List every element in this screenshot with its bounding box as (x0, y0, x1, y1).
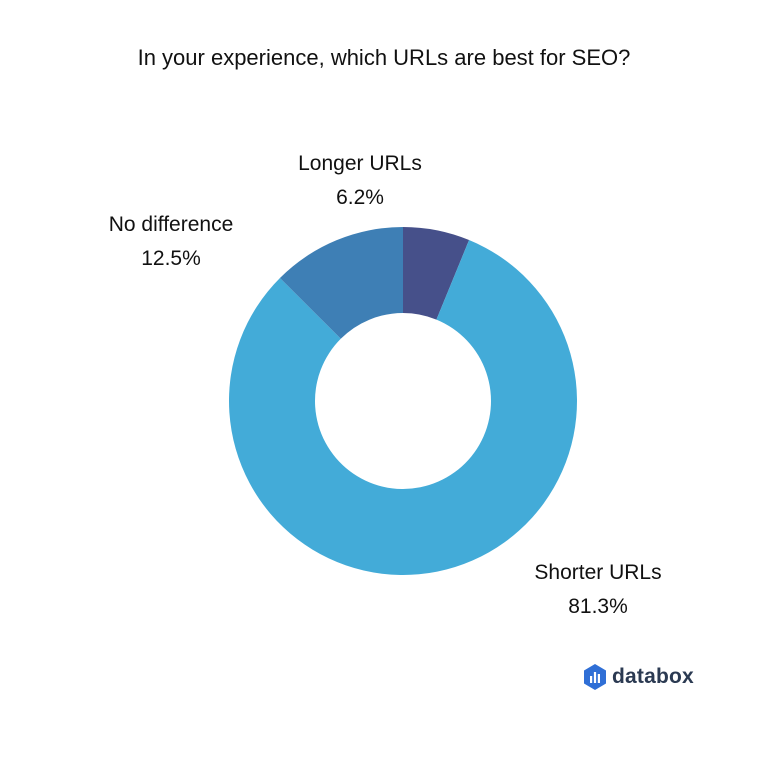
slice-label-name: Longer URLs (298, 152, 422, 175)
slice-label-value: 6.2% (336, 186, 384, 209)
brand-name: databox (612, 665, 694, 688)
databox-logo-icon (584, 664, 606, 690)
slice-shorter-urls (229, 240, 578, 575)
slice-label-name: No difference (109, 213, 234, 236)
slice-label-value: 12.5% (141, 247, 201, 270)
slice-label-name: Shorter URLs (534, 561, 661, 584)
slice-label-value: 81.3% (568, 595, 628, 618)
brand: databox (584, 664, 694, 690)
donut-slices (229, 227, 578, 575)
chart-title: In your experience, which URLs are best … (137, 45, 631, 70)
slice-no-difference (279, 227, 403, 339)
slice-labels: Longer URLs 6.2% Shorter URLs 81.3% No diffe… (109, 152, 662, 618)
slice-longer-urls (403, 227, 470, 320)
